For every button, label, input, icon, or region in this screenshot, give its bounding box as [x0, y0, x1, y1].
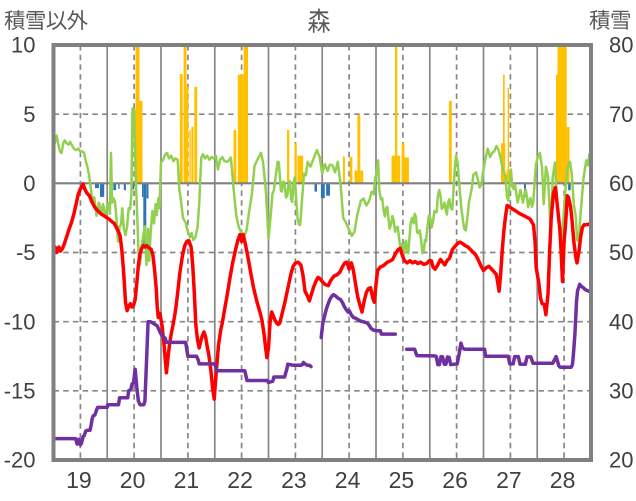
svg-text:-10: -10: [4, 309, 36, 334]
svg-text:-5: -5: [16, 240, 36, 265]
svg-text:80: 80: [609, 33, 633, 58]
svg-text:50: 50: [609, 240, 633, 265]
svg-text:0: 0: [23, 171, 35, 196]
svg-text:-20: -20: [4, 448, 36, 473]
svg-text:20: 20: [609, 448, 633, 473]
svg-text:30: 30: [609, 379, 633, 404]
svg-text:22: 22: [227, 467, 253, 493]
svg-text:28: 28: [550, 467, 576, 493]
svg-text:23: 23: [281, 467, 307, 493]
svg-text:40: 40: [609, 309, 633, 334]
svg-text:27: 27: [496, 467, 522, 493]
svg-text:10: 10: [11, 33, 35, 58]
svg-text:25: 25: [389, 467, 415, 493]
svg-text:5: 5: [23, 102, 35, 127]
svg-text:19: 19: [66, 467, 92, 493]
svg-text:20: 20: [120, 467, 146, 493]
svg-text:26: 26: [442, 467, 468, 493]
svg-text:60: 60: [609, 171, 633, 196]
svg-text:70: 70: [609, 102, 633, 127]
svg-text:21: 21: [174, 467, 200, 493]
svg-text:-15: -15: [4, 379, 36, 404]
svg-text:24: 24: [335, 467, 361, 493]
